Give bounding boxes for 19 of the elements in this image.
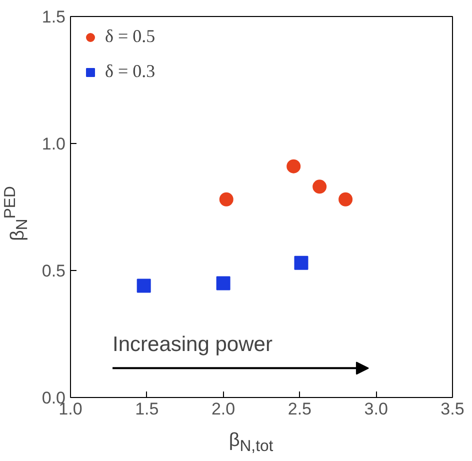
point [136, 278, 151, 293]
legend-label: δ = 0.5 [105, 26, 156, 47]
y-tick-label: 1.5 [42, 8, 66, 26]
x-axis-title: β$_{N,tot}$ [228, 429, 274, 457]
point [338, 192, 353, 206]
point [216, 276, 230, 290]
annotation: Increasing power [112, 333, 272, 356]
x-tick-label: 3.5 [440, 400, 464, 418]
x-tick-label: 2.0 [211, 400, 236, 418]
point [294, 256, 308, 270]
x-tick-label: 2.5 [288, 400, 312, 418]
x-tick-label: 1.5 [135, 400, 159, 418]
point [312, 180, 327, 194]
point [286, 159, 301, 174]
y-tick-label: 1.0 [42, 134, 66, 154]
point [219, 192, 234, 206]
legend-label: δ = 0.3 [105, 61, 156, 82]
y-tick-label: 0.5 [42, 262, 66, 280]
x-tick-label: 3.0 [364, 400, 388, 418]
